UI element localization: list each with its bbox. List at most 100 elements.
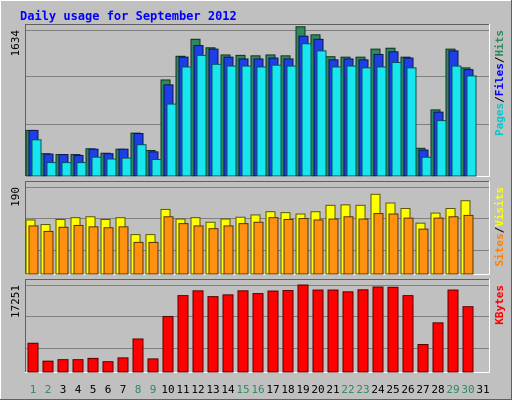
hits-files-pages-bar-pages-1 (31, 139, 42, 177)
kbytes-panel: 17251 KBytes (9, 279, 506, 373)
x-tick-label-17: 17 (266, 383, 279, 396)
hits-files-pages-bar-pages-14 (226, 65, 237, 177)
x-tick-label-1: 1 (30, 383, 37, 396)
x-tick-label-4: 4 (75, 383, 82, 396)
visits-sites-bar-sites-18 (283, 219, 294, 275)
hits-files-pages-bar-pages-26 (406, 67, 417, 177)
hits-files-pages-legend-hits: Hits (493, 30, 506, 57)
visits-sites-bar-sites-30 (463, 214, 474, 275)
hits-files-pages-bar-pages-10 (166, 103, 177, 177)
hits-files-pages-bar-pages-16 (256, 66, 267, 177)
kbytes-bar-kbytes-24 (372, 286, 384, 373)
x-tick-label-14: 14 (221, 383, 235, 396)
hits-files-pages-bar-pages-18 (286, 65, 297, 177)
x-tick-label-8: 8 (135, 383, 142, 396)
x-tick-label-27: 27 (416, 383, 429, 396)
hits-files-pages-bar-pages-13 (211, 63, 222, 177)
hits-files-pages-bar-pages-28 (436, 120, 447, 177)
kbytes-bar-kbytes-2 (42, 360, 54, 373)
kbytes-bar-kbytes-5 (87, 357, 99, 373)
visits-sites-bar-sites-3 (58, 226, 69, 275)
visits-sites-bar-sites-12 (193, 225, 204, 275)
hits-files-pages-bar-pages-8 (136, 144, 147, 177)
visits-sites-panel: 190 Sites/Visits (9, 181, 506, 275)
x-tick-label-19: 19 (296, 383, 309, 396)
hits-files-pages-bar-pages-9 (151, 158, 162, 177)
x-tick-label-11: 11 (176, 383, 189, 396)
kbytes-bar-kbytes-13 (207, 296, 219, 373)
chart-title: Daily usage for September 2012 (20, 9, 237, 23)
hits-files-pages-bar-pages-29 (451, 65, 462, 177)
visits-sites-bar-sites-2 (43, 230, 54, 275)
x-tick-label-31: 31 (476, 383, 489, 396)
x-tick-label-30: 30 (461, 383, 474, 396)
hits-files-pages-bar-pages-3 (61, 162, 72, 177)
kbytes-bar-kbytes-19 (297, 284, 309, 373)
x-axis-labels: 1 2 3 4 5 6 7 8 9 10 11 12 13 14 15 16 17 18 19 20 21 22 23 24 2… (30, 383, 490, 396)
kbytes-bar-kbytes-12 (192, 290, 204, 373)
kbytes-bar-kbytes-6 (102, 361, 114, 373)
visits-sites-ytick-label: 190 (9, 187, 22, 207)
kbytes-bar-kbytes-18 (282, 290, 294, 373)
visits-sites-bar-sites-5 (88, 226, 99, 275)
visits-sites-bar-sites-27 (418, 228, 429, 275)
kbytes-bar-kbytes-1 (27, 342, 39, 373)
visits-sites-bar-sites-17 (268, 217, 279, 275)
kbytes-bar-kbytes-10 (162, 316, 174, 373)
x-tick-label-2: 2 (45, 383, 52, 396)
kbytes-bar-kbytes-26 (402, 295, 414, 373)
visits-sites-bar-sites-29 (448, 216, 459, 275)
kbytes-bar-kbytes-11 (177, 295, 189, 373)
visits-sites-bar-sites-8 (133, 241, 144, 275)
hits-files-pages-legend: Pages/Files/Hits (493, 30, 506, 136)
hits-files-pages-bar-pages-20 (316, 50, 327, 177)
x-tick-label-21: 21 (326, 383, 339, 396)
visits-sites-bar-sites-20 (313, 219, 324, 275)
hits-files-pages-bar-pages-27 (421, 156, 432, 177)
visits-sites-bar-sites-10 (163, 216, 174, 275)
visits-sites-bar-sites-24 (373, 213, 384, 275)
x-tick-label-6: 6 (105, 383, 112, 396)
x-tick-label-18: 18 (281, 383, 294, 396)
visits-sites-bar-sites-25 (388, 213, 399, 275)
visits-sites-bar-sites-6 (103, 227, 114, 275)
visits-sites-bar-sites-11 (178, 223, 189, 275)
kbytes-ytick-label: 17251 (9, 285, 22, 318)
hits-files-pages-bar-pages-24 (376, 66, 387, 177)
visits-sites-bar-sites-19 (298, 218, 309, 275)
kbytes-bar-kbytes-30 (462, 306, 474, 373)
x-tick-label-10: 10 (161, 383, 174, 396)
visits-sites-bar-sites-22 (343, 216, 354, 275)
kbytes-bar-kbytes-8 (132, 338, 144, 373)
kbytes-bar-kbytes-16 (252, 293, 264, 373)
hits-files-pages-bar-pages-15 (241, 65, 252, 177)
hits-files-pages-bar-pages-22 (346, 65, 357, 177)
kbytes-bar-kbytes-17 (267, 290, 279, 373)
x-tick-label-23: 23 (356, 383, 369, 396)
hits-files-pages-bar-pages-30 (466, 75, 477, 177)
hits-files-pages-bar-pages-7 (121, 157, 132, 177)
kbytes-bar-kbytes-20 (312, 289, 324, 373)
kbytes-bar-kbytes-15 (237, 290, 249, 373)
kbytes-legend: KBytes (493, 285, 506, 325)
hits-files-pages-legend-pages: Pages (493, 103, 506, 136)
visits-sites-legend-sites: Sites (493, 233, 506, 266)
hits-files-pages-bar-pages-12 (196, 54, 207, 177)
x-tick-label-13: 13 (206, 383, 219, 396)
visits-sites-bar-sites-9 (148, 241, 159, 275)
visits-sites-bar-sites-15 (238, 223, 249, 275)
visits-sites-bar-sites-26 (403, 217, 414, 275)
hits-files-pages-ytick-label: 1634 (9, 30, 22, 57)
x-tick-label-26: 26 (401, 383, 414, 396)
hits-files-pages-bar-pages-21 (331, 66, 342, 177)
x-tick-label-12: 12 (191, 383, 204, 396)
hits-files-pages-bar-pages-11 (181, 66, 192, 177)
visits-sites-legend: Sites/Visits (493, 187, 506, 267)
hits-files-pages-bar-pages-23 (361, 67, 372, 177)
x-tick-label-7: 7 (120, 383, 127, 396)
kbytes-bar-kbytes-4 (72, 359, 84, 373)
x-tick-label-20: 20 (311, 383, 324, 396)
kbytes-bar-kbytes-28 (432, 322, 444, 373)
visits-sites-bar-sites-14 (223, 225, 234, 275)
